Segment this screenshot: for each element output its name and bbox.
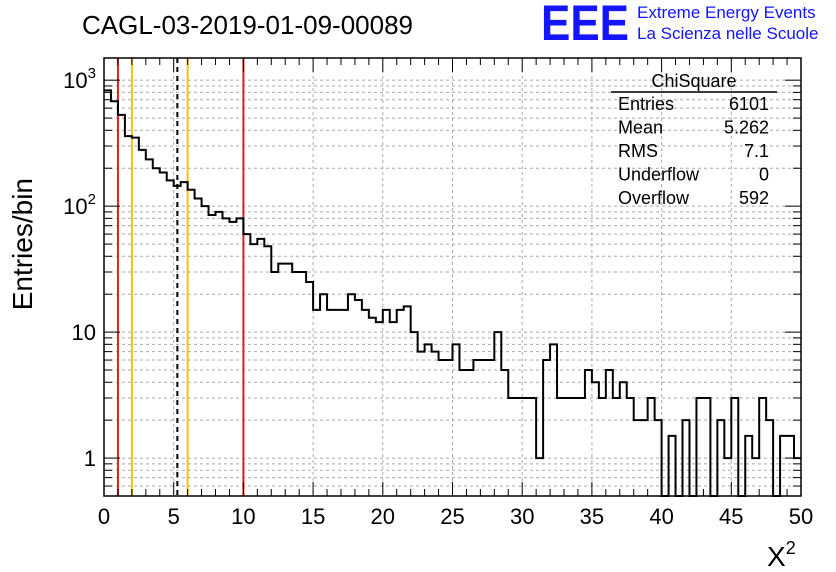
stats-label: RMS [618, 141, 658, 161]
eee-logo-line1: Extreme Energy Events [637, 3, 816, 22]
y-tick-label-sup: 3 [88, 65, 96, 82]
stats-value: 6101 [729, 94, 769, 114]
stats-value: 5.262 [724, 118, 769, 138]
y-tick-label-base: 10 [63, 68, 87, 93]
stats-box: ChiSquare Entries 6101 Mean 5.262 RMS 7.1 Under… [611, 71, 777, 208]
x-tick-label: 20 [371, 504, 395, 529]
stats-label: Entries [618, 94, 674, 114]
y-tick-label: 1 [84, 446, 96, 471]
x-tick-label: 35 [580, 504, 604, 529]
stats-value: 0 [759, 165, 769, 185]
y-tick-label: 10 [72, 320, 96, 345]
chart-title: CAGL-03-2019-01-09-00089 [82, 10, 413, 40]
stats-label: Mean [618, 118, 663, 138]
y-tick-label: 102 [63, 191, 96, 219]
stats-value: 592 [739, 188, 769, 208]
y-tick-label-sup: 2 [88, 191, 96, 208]
stats-label: Overflow [618, 188, 690, 208]
x-tick-label: 5 [168, 504, 180, 529]
y-tick-label-base: 10 [63, 194, 87, 219]
eee-logo-mark: EEE [541, 0, 629, 51]
x-axis-title-sup: 2 [786, 538, 796, 558]
x-tick-label: 50 [789, 504, 813, 529]
y-axis-title: Entries/bin [7, 178, 38, 310]
stats-value: 7.1 [744, 141, 769, 161]
x-tick-labels: 0 5 10 15 20 25 30 35 40 45 50 [98, 504, 813, 529]
eee-logo: EEE Extreme Energy Events La Scienza nel… [541, 0, 818, 51]
x-axis-title: X2 [767, 538, 796, 572]
x-tick-label: 25 [440, 504, 464, 529]
x-tick-label: 10 [231, 504, 255, 529]
x-tick-label: 40 [649, 504, 673, 529]
x-tick-label: 30 [510, 504, 534, 529]
y-tick-label-base: 1 [84, 446, 96, 471]
histogram-line [104, 89, 801, 497]
stats-title: ChiSquare [651, 71, 736, 91]
y-tick-label-base: 10 [72, 320, 96, 345]
x-axis-title-base: X [767, 541, 786, 572]
x-tick-label: 0 [98, 504, 110, 529]
x-tick-label: 45 [719, 504, 743, 529]
y-tick-label: 103 [63, 65, 96, 93]
stats-label: Underflow [618, 165, 700, 185]
axis-ticks [103, 58, 802, 497]
x-tick-label: 15 [301, 504, 325, 529]
eee-logo-line2: La Scienza nelle Scuole [637, 24, 818, 43]
marker-lines [116, 58, 245, 496]
